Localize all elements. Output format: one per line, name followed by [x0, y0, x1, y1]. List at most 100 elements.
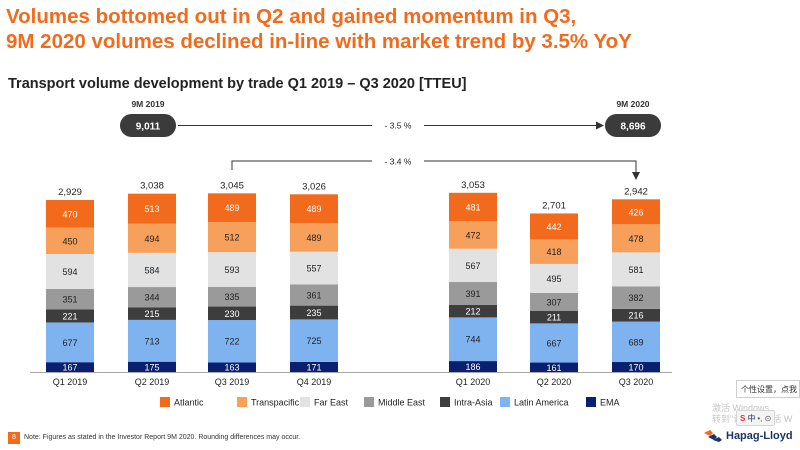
- logo-text: Hapag-Lloyd: [726, 430, 793, 442]
- data-label: 215: [144, 309, 159, 319]
- legend-swatch-atlantic: [160, 397, 170, 407]
- data-label: 211: [547, 313, 561, 323]
- data-label: 722: [224, 337, 239, 347]
- total-label: 2,929: [58, 187, 82, 198]
- data-label: 171: [306, 362, 321, 372]
- legend-swatch-far-east: [300, 397, 310, 407]
- bar-segment-transpacific-q3-2019: [208, 222, 256, 253]
- data-label: 512: [224, 233, 239, 243]
- legend-swatch-ema: [586, 397, 596, 407]
- bar-segment-intra-asia-q1-2020: [449, 304, 497, 318]
- ime-language[interactable]: 中: [747, 413, 756, 423]
- total-label: 2,942: [624, 186, 648, 197]
- ime-settings-popup[interactable]: 个性设置，点我: [736, 380, 800, 398]
- bar-segment-far-east-q2-2020: [530, 263, 578, 293]
- bar-segment-middle-east-q3-2020: [612, 286, 660, 309]
- bar-segment-latin-america-q4-2019: [290, 319, 338, 362]
- total-label: 3,026: [302, 181, 326, 192]
- headline-line-2: 9M 2020 volumes declined in-line with ma…: [6, 30, 632, 53]
- bar-segment-latin-america-q1-2019: [46, 322, 94, 363]
- change-q3-bracket: [231, 160, 637, 173]
- legend-swatch-latin-america: [500, 397, 510, 407]
- bar-segment-ema-q2-2019: [128, 361, 176, 372]
- data-label: 442: [546, 222, 561, 232]
- bar-segment-intra-asia-q4-2019: [290, 305, 338, 320]
- total-label: 2,701: [542, 200, 566, 211]
- data-label: 513: [144, 204, 159, 214]
- data-label: 361: [306, 291, 321, 301]
- legend-label-transpacific: Transpacific: [251, 398, 300, 408]
- data-label: 230: [224, 309, 239, 319]
- data-label: 391: [465, 289, 480, 299]
- legend-label-atlantic: Atlantic: [174, 398, 204, 408]
- stacked-bar-chart: 167 677 221 351 594 450 470 2,929 Q1 2019 175 713 2…: [30, 99, 672, 408]
- data-label: 470: [62, 209, 77, 219]
- bar-segment-atlantic-q3-2020: [612, 199, 660, 225]
- bar-segment-middle-east-q1-2020: [449, 282, 497, 305]
- data-label: 677: [62, 338, 77, 348]
- legend-label-intra-asia: Intra-Asia: [454, 398, 493, 408]
- bar-segment-intra-asia-q2-2019: [128, 307, 176, 320]
- bar-segment-transpacific-q2-2020: [530, 239, 578, 264]
- bar-segment-far-east-q3-2020: [612, 252, 660, 287]
- page-number: 8: [8, 432, 20, 444]
- bar-segment-ema-q1-2019: [46, 362, 94, 372]
- nine-month-2019-label: 9M 2019: [131, 99, 164, 109]
- nine-month-2019-pill: [120, 114, 176, 137]
- data-label: 567: [465, 261, 480, 271]
- x-tick-label: Q3 2019: [215, 377, 250, 387]
- data-label: 344: [144, 293, 159, 303]
- data-label: 489: [306, 233, 321, 243]
- ime-toolbar[interactable]: S 中 •, ⊙: [736, 410, 776, 426]
- change-9m-label-bg: [372, 119, 424, 132]
- data-label: 581: [628, 265, 643, 275]
- logo-wave-icon: [704, 430, 722, 442]
- nine-month-2020-label: 9M 2020: [616, 99, 649, 109]
- headline: Volumes bottomed out in Q2 and gained mo…: [6, 4, 796, 54]
- data-label: 167: [62, 363, 77, 373]
- bar-segment-middle-east-q2-2019: [128, 287, 176, 308]
- bar-segment-latin-america-q2-2020: [530, 323, 578, 363]
- legend-swatch-middle-east: [364, 397, 374, 407]
- bar-segment-transpacific-q2-2019: [128, 223, 176, 253]
- bar-segment-far-east-q1-2019: [46, 254, 94, 289]
- watermark-line-1: 激活 Windows: [712, 403, 770, 413]
- ime-logo-icon: S: [740, 413, 746, 423]
- bar-segment-middle-east-q3-2019: [208, 286, 256, 307]
- data-label: 382: [628, 293, 643, 303]
- bar-segment-latin-america-q2-2019: [128, 319, 176, 362]
- footnote: Note: Figures as stated in the Investor …: [24, 434, 301, 441]
- bar-segment-latin-america-q3-2019: [208, 320, 256, 363]
- bar-segment-far-east-q2-2019: [128, 252, 176, 288]
- data-label: 418: [546, 247, 561, 257]
- nine-month-2020-pill: [605, 114, 661, 137]
- legend-label-latin-america: Latin America: [514, 398, 569, 408]
- data-label: 713: [144, 336, 159, 346]
- bar-segment-atlantic-q4-2019: [290, 194, 338, 224]
- bar-segment-transpacific-q1-2019: [46, 227, 94, 255]
- chart-title: Transport volume development by trade Q1…: [8, 76, 467, 92]
- bar-segment-atlantic-q1-2020: [449, 192, 497, 222]
- change-q3-label-bg: [372, 155, 424, 168]
- bar-segment-middle-east-q4-2019: [290, 284, 338, 306]
- change-q3-arrow-head: [632, 172, 640, 180]
- data-label: 175: [144, 362, 159, 372]
- bar-segment-far-east-q4-2019: [290, 251, 338, 285]
- data-label: 221: [62, 311, 77, 321]
- data-label: 426: [628, 207, 643, 217]
- bar-segment-ema-q3-2020: [612, 362, 660, 372]
- bar-segment-intra-asia-q2-2020: [530, 311, 578, 324]
- bar-segment-atlantic-q3-2019: [208, 193, 256, 223]
- data-label: 557: [306, 264, 321, 274]
- data-label: 489: [224, 203, 239, 213]
- bar-segment-intra-asia-q3-2019: [208, 306, 256, 321]
- data-label: 689: [628, 337, 643, 347]
- legend-label-far-east: Far East: [314, 398, 349, 408]
- x-tick-label: Q1 2019: [53, 377, 88, 387]
- change-9m-label: - 3.5 %: [385, 121, 412, 131]
- data-label: 494: [144, 234, 159, 244]
- bar-segment-latin-america-q3-2020: [612, 321, 660, 363]
- x-tick-label: Q3 2020: [619, 377, 654, 387]
- ime-extra[interactable]: •, ⊙: [757, 413, 772, 423]
- bar-segment-intra-asia-q3-2020: [612, 308, 660, 322]
